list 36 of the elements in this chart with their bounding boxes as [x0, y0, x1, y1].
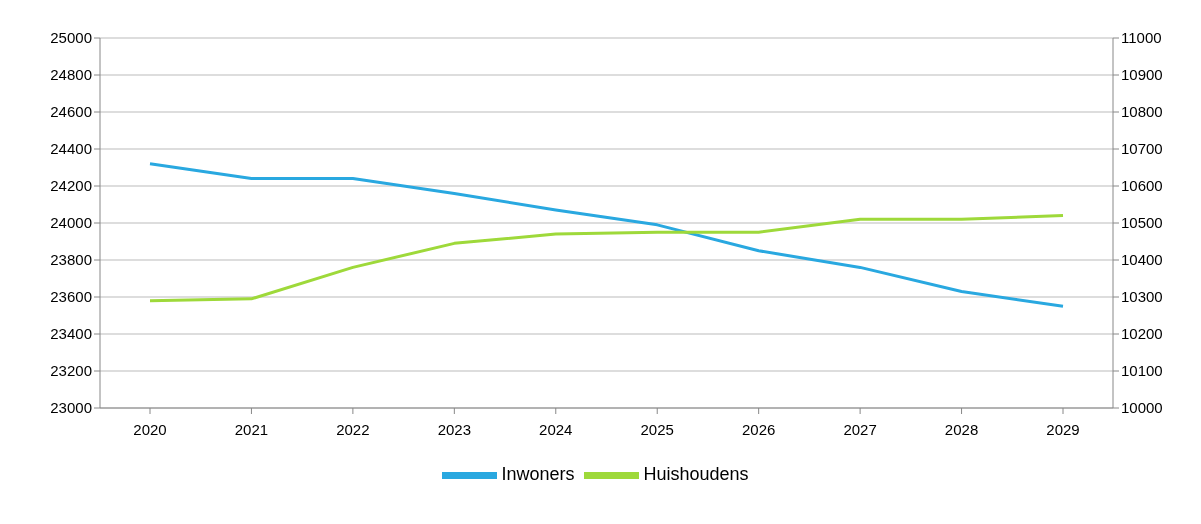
- y2-tick-label: 10200: [1121, 325, 1163, 343]
- y-tick-label: 25000: [50, 29, 92, 47]
- y-tick-label: 24600: [50, 103, 92, 121]
- x-tick-label: 2022: [336, 420, 370, 438]
- x-tick-label: 2029: [1046, 420, 1080, 438]
- x-tick-label: 2020: [133, 420, 167, 438]
- y-tick-label: 23000: [50, 399, 92, 417]
- line-series: [148, 162, 1065, 308]
- x-tick-label: 2023: [437, 420, 472, 438]
- legend-label: Inwoners: [501, 464, 575, 485]
- y2-tick-label: 10500: [1121, 214, 1163, 232]
- y-tick-label: 24800: [50, 66, 92, 84]
- y-tick-label: 24200: [50, 177, 92, 195]
- y-tick-label: 24000: [50, 214, 92, 232]
- y-tick-label: 23600: [50, 288, 92, 306]
- y-tick-label: 23200: [50, 362, 92, 380]
- y2-tick-label: 10400: [1121, 251, 1163, 269]
- line-series: [148, 214, 1065, 303]
- y2-tick-label: 10700: [1121, 140, 1163, 158]
- y2-tick-label: 10300: [1121, 288, 1163, 306]
- y-tick-label: 24400: [50, 140, 92, 158]
- x-tick-label: 2021: [234, 420, 269, 438]
- x-tick-label: 2024: [539, 420, 573, 438]
- y2-tick-label: 10000: [1121, 399, 1163, 417]
- legend-label: Huishoudens: [643, 464, 749, 485]
- y-tick-label: 23800: [50, 251, 92, 269]
- y2-tick-label: 10900: [1121, 66, 1163, 84]
- y2-tick-label: 11000: [1121, 29, 1162, 47]
- x-tick-label: 2025: [640, 420, 674, 438]
- y2-tick-label: 10600: [1121, 177, 1163, 195]
- x-tick-label: 2028: [944, 420, 979, 438]
- x-tick-label: 2027: [843, 420, 877, 438]
- y2-tick-label: 10800: [1121, 103, 1163, 121]
- y-tick-label: 23400: [50, 325, 92, 343]
- x-tick-label: 2026: [741, 420, 776, 438]
- y2-tick-label: 10100: [1121, 362, 1163, 380]
